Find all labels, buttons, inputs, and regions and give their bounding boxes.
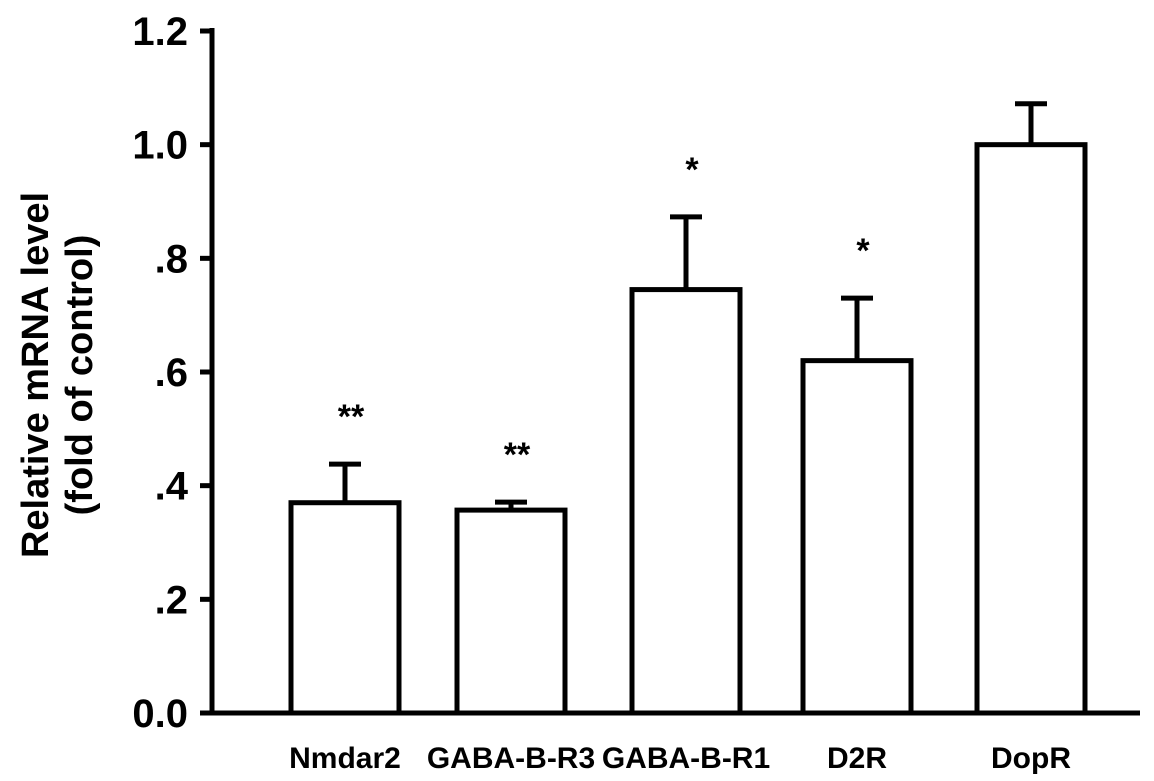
bar [629,287,743,716]
bars-group [288,142,1088,716]
y-axis-title: Relative mRNA level (fold of control) [15,192,101,558]
y-tick-label: 0.0 [132,692,188,736]
x-tick-label: DopR [991,742,1071,775]
bar [974,142,1088,716]
y-tick-label: 1.0 [132,124,188,168]
x-tick-label: GABA-B-R1 [602,742,770,775]
significance-marker: ** [504,436,531,474]
bar [288,500,402,716]
y-tick-label: .4 [155,465,189,509]
y-axis-title-line-1: Relative mRNA level [15,192,57,558]
x-tick-label: D2R [827,742,887,775]
x-tick-label: GABA-B-R3 [427,742,595,775]
significance-marker: * [856,232,870,270]
significance-marker: * [685,151,699,189]
bar [454,507,568,716]
x-tick-label: Nmdar2 [289,742,401,775]
error-bars-group [329,101,1047,511]
y-tick-label: 1.2 [132,10,188,54]
y-tick-label: .2 [155,578,188,622]
y-tick-label: .6 [155,351,188,395]
y-axis-title-line-2: (fold of control) [59,235,101,516]
y-tick-label: .8 [155,237,188,281]
significance-annotations: ****** [338,151,871,474]
bar [800,358,914,716]
significance-marker: ** [338,398,365,436]
y-axis-ticks: 0.0 .2 .4 .6 .8 1.0 1.2 [132,10,212,736]
x-axis-tick-labels: Nmdar2 GABA-B-R3 GABA-B-R1 D2R DopR [289,742,1071,775]
